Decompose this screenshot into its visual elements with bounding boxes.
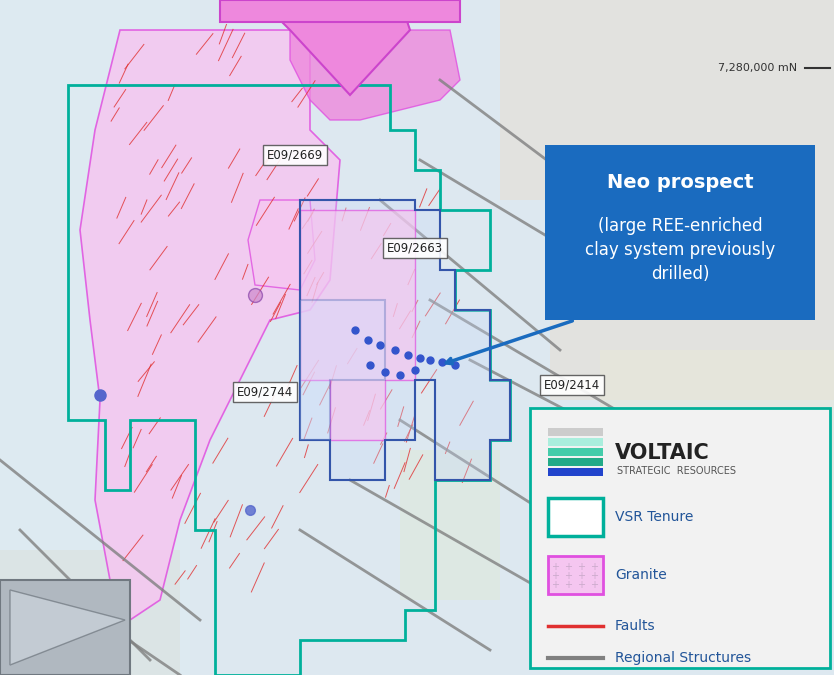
Text: Neo prospect: Neo prospect	[606, 173, 753, 192]
Bar	[548, 468, 603, 476]
Text: VSR Tenure: VSR Tenure	[615, 510, 693, 524]
Text: Regional Structures: Regional Structures	[615, 651, 751, 665]
Text: (large REE-enriched
clay system previously
drilled): (large REE-enriched clay system previous…	[585, 217, 775, 283]
Text: +: +	[590, 571, 598, 581]
Bar	[500, 0, 834, 200]
Polygon shape	[300, 210, 415, 440]
Text: +: +	[577, 571, 585, 581]
Bar	[548, 428, 603, 436]
Polygon shape	[290, 30, 460, 120]
Bar	[548, 556, 603, 594]
Text: +: +	[551, 562, 559, 572]
Bar	[548, 438, 603, 446]
Bar	[0, 550, 180, 675]
Bar	[550, 200, 834, 400]
Polygon shape	[10, 590, 125, 665]
Bar	[600, 350, 834, 500]
Text: +: +	[577, 562, 585, 572]
Polygon shape	[260, 0, 410, 95]
Text: Faults: Faults	[615, 619, 656, 633]
Bar	[400, 450, 500, 600]
FancyBboxPatch shape	[545, 145, 815, 320]
Polygon shape	[248, 200, 315, 290]
Text: +: +	[590, 562, 598, 572]
Text: +: +	[577, 580, 585, 590]
Polygon shape	[0, 580, 130, 675]
Text: E09/2663: E09/2663	[387, 242, 443, 254]
Bar	[548, 448, 603, 456]
Polygon shape	[300, 200, 510, 480]
Text: +: +	[564, 580, 572, 590]
FancyBboxPatch shape	[530, 408, 830, 668]
Bar	[548, 458, 603, 466]
Text: VOLTAIC: VOLTAIC	[615, 443, 710, 463]
Text: +: +	[551, 571, 559, 581]
Text: E09/2669: E09/2669	[267, 148, 323, 161]
Bar	[548, 498, 603, 536]
Text: +: +	[590, 580, 598, 590]
Polygon shape	[80, 30, 340, 620]
Text: E09/2744: E09/2744	[237, 385, 293, 398]
Text: +: +	[564, 571, 572, 581]
Text: 7,280,000 mN: 7,280,000 mN	[718, 63, 797, 73]
Text: +: +	[564, 562, 572, 572]
Text: STRATEGIC  RESOURCES: STRATEGIC RESOURCES	[617, 466, 736, 476]
Text: Granite: Granite	[615, 568, 666, 582]
Bar	[0, 0, 190, 675]
Bar	[220, 0, 460, 22]
Text: +: +	[551, 580, 559, 590]
Text: E09/2414: E09/2414	[544, 379, 600, 391]
Polygon shape	[300, 300, 385, 440]
